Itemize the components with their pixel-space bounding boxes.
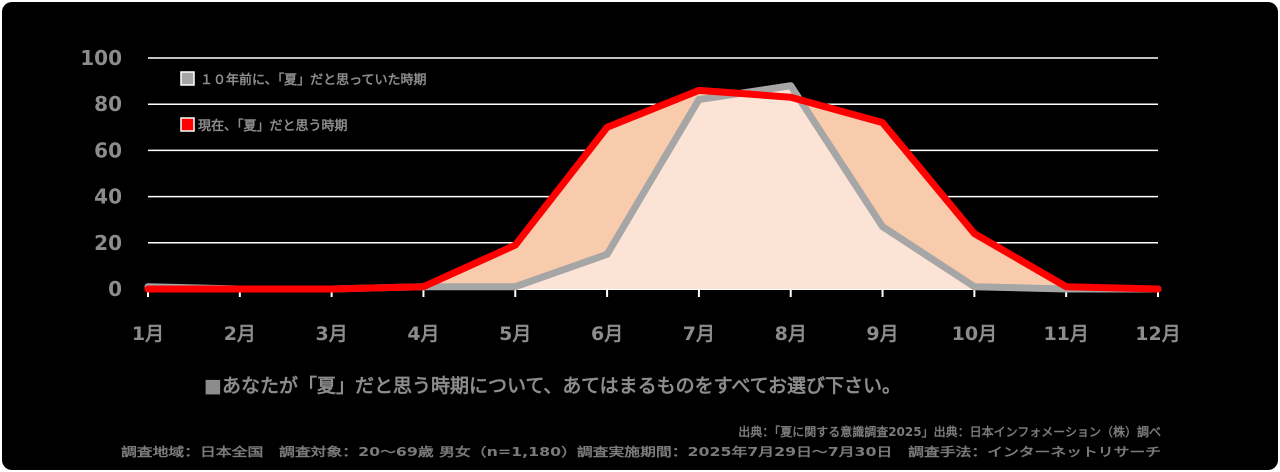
y-tick-labels: 0 20 40 60 80 100 [80, 46, 122, 301]
data-point-past [973, 286, 975, 288]
data-point-current [882, 122, 884, 124]
data-point-current [422, 286, 424, 288]
y-tick-label: 100 [80, 46, 122, 70]
series-lines [144, 82, 1162, 293]
data-point-current [973, 233, 975, 235]
data-point-current [606, 126, 608, 128]
x-tick-label: 3月 [316, 323, 348, 345]
legend-label-past: １０年前に、「夏」だと思っていた時期 [200, 72, 426, 88]
legend-label-current: 現在、「夏」だと思う時期 [198, 118, 348, 134]
x-tick-labels: 1月 2月 3月 4月 5月 6月 7月 8月 9月 10月 11月 12月 [132, 323, 1181, 345]
y-tick-label: 20 [94, 231, 122, 255]
data-point-current [147, 288, 149, 290]
source-line-1: 出典：「夏に関する意識調査2025」出典：日本インフォメーション（株）調べ [738, 424, 1161, 439]
x-tick-label: 9月 [866, 323, 898, 345]
y-tick-label: 80 [94, 92, 122, 116]
data-point-past [790, 85, 792, 87]
data-point-current [514, 244, 516, 246]
data-point-current [1157, 288, 1159, 290]
legend: １０年前に、「夏」だと思っていた時期 現在、「夏」だと思う時期 [180, 71, 426, 134]
x-tick-label: 10月 [952, 323, 997, 345]
series-line-current [144, 86, 1162, 293]
x-tick-label: 5月 [499, 323, 531, 345]
x-tick-label: 8月 [775, 323, 807, 345]
x-tick-label: 12月 [1135, 323, 1180, 345]
data-point-past [882, 226, 884, 228]
legend-swatch-current [180, 117, 195, 132]
y-tick-label: 0 [108, 277, 122, 301]
x-tick-label: 2月 [224, 323, 256, 345]
y-tick-label: 60 [94, 138, 122, 162]
x-tick-label: 4月 [407, 323, 439, 345]
data-point-past [606, 253, 608, 255]
data-point-current [790, 96, 792, 98]
data-point-past [514, 286, 516, 288]
x-tick-label: 11月 [1043, 323, 1088, 345]
x-tick-label: 1月 [132, 323, 164, 345]
survey-question: ■あなたが「夏」だと思う時期について、あてはまるものをすべてお選び下さい。 [204, 374, 901, 397]
data-point-current [698, 89, 700, 91]
area-fills [148, 85, 1158, 289]
data-point-current [331, 288, 333, 290]
data-point-current [1065, 286, 1067, 288]
y-tick-label: 40 [94, 185, 122, 209]
x-tick-label: 7月 [683, 323, 715, 345]
area-past [148, 85, 1158, 289]
data-point-past [698, 99, 700, 101]
x-tick-label: 6月 [591, 323, 623, 345]
legend-swatch-past [180, 71, 195, 86]
source-line-2: 調査地域：日本全国 調査対象：20～69歳 男女（n=1,180）調査実施期間：… [121, 444, 1161, 459]
data-point-current [239, 288, 241, 290]
